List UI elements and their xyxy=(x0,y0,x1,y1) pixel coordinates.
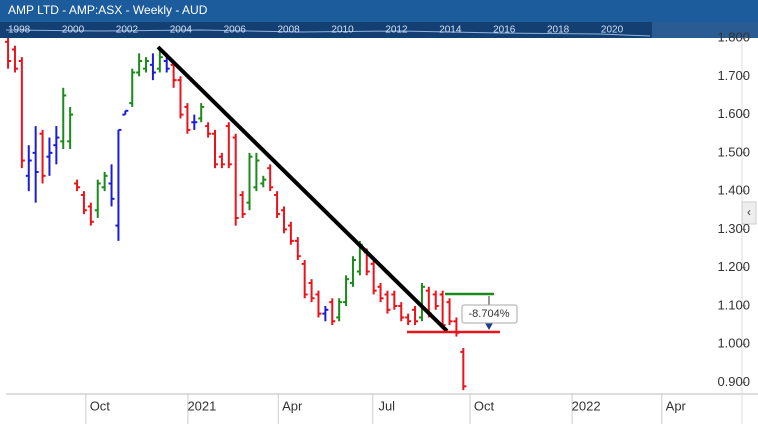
navigator-label: 2004 xyxy=(170,25,193,36)
x-tick-label: Oct xyxy=(474,398,495,413)
x-tick-label: Jul xyxy=(378,398,395,413)
navigator-line xyxy=(5,29,651,37)
x-tick-label: Apr xyxy=(666,398,687,413)
navigator-label: 2010 xyxy=(331,25,354,36)
y-tick-label: 1.800 xyxy=(717,29,750,44)
y-tick-label: 1.500 xyxy=(717,144,750,159)
y-tick-label: 1.400 xyxy=(717,183,750,198)
navigator-label: 2014 xyxy=(439,25,462,36)
y-tick-label: 1.000 xyxy=(717,336,750,351)
scroll-icon: ‹ xyxy=(747,205,751,219)
navigator-label: 2020 xyxy=(601,25,624,36)
y-tick-label: 1.600 xyxy=(717,106,750,121)
trendline xyxy=(156,45,449,333)
navigator-label: 2016 xyxy=(493,25,516,36)
title-bar xyxy=(0,0,758,22)
navigator-label: 1998 xyxy=(8,25,31,36)
scroll-button[interactable] xyxy=(741,201,757,225)
navigator-label: 2018 xyxy=(547,25,570,36)
x-tick-label: Apr xyxy=(282,398,303,413)
y-tick-label: 0.900 xyxy=(717,374,750,389)
measure-arrow xyxy=(485,323,493,330)
x-tick-label: 2021 xyxy=(187,398,216,413)
y-tick-label: 1.200 xyxy=(717,259,750,274)
x-tick-label: 2022 xyxy=(572,398,601,413)
navigator-window[interactable] xyxy=(652,22,758,38)
measure-box xyxy=(461,304,518,324)
chart-title: AMP LTD - AMP:ASX - Weekly - AUD xyxy=(8,3,208,17)
navigator-label: 2000 xyxy=(62,25,85,36)
measure-label: -8.704% xyxy=(469,308,510,320)
y-tick-label: 1.300 xyxy=(717,221,750,236)
y-tick-label: 1.700 xyxy=(717,68,750,83)
y-tick-label: 1.100 xyxy=(717,297,750,312)
navigator-label: 2006 xyxy=(224,25,247,36)
navigator-label: 2002 xyxy=(116,25,139,36)
x-tick-label: Oct xyxy=(90,398,111,413)
navigator-label: 2008 xyxy=(278,25,301,36)
plot-area xyxy=(6,38,742,394)
navigator-label: 2012 xyxy=(385,25,408,36)
